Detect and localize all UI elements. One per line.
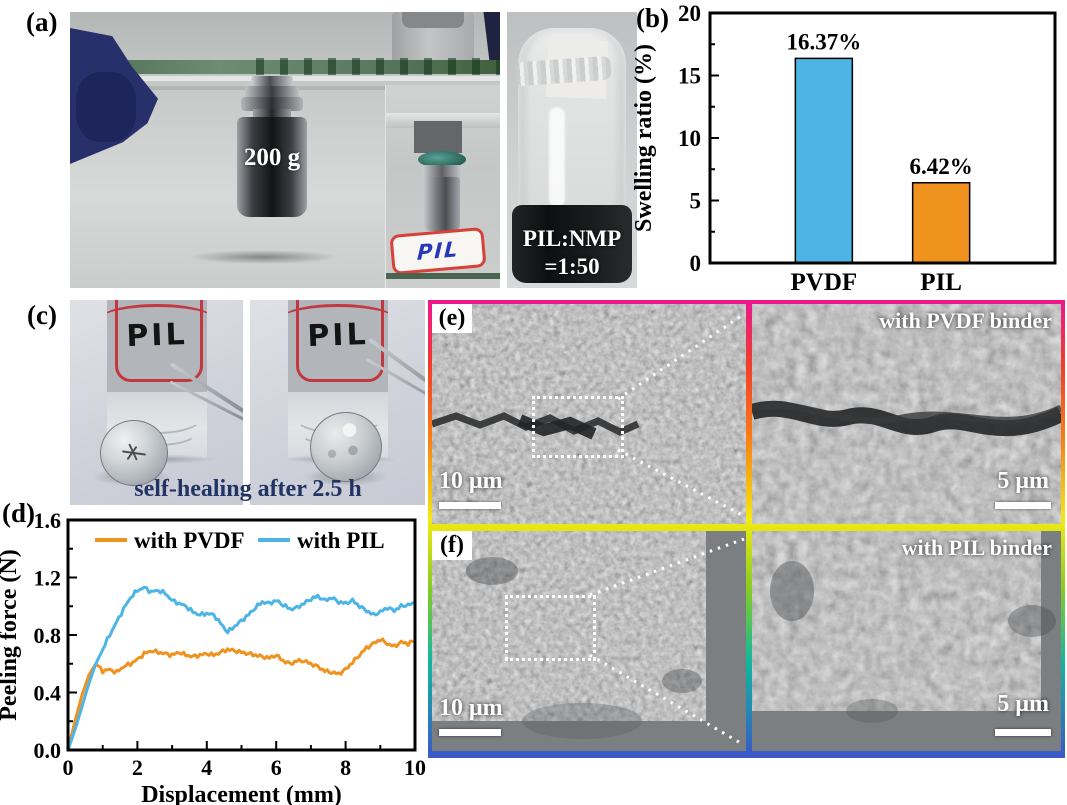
svg-text:6.42%: 6.42% [910,154,973,179]
electrode-disc-healed [310,412,382,482]
inset-sample-label-text: PIL [416,237,460,265]
vial-glass-sheen [549,107,565,207]
panel-a-label: (a) [26,7,58,37]
photo-adhesion-test: 200 g PIL [70,12,500,288]
weight-knob [245,86,299,98]
weight-shadow [188,250,338,264]
svg-text:5: 5 [690,189,702,214]
electrode-disc-scratched [100,420,168,486]
zoom-region-box [505,595,596,661]
inset-weight-knob [422,165,462,178]
vial-black-cap [512,205,632,283]
inset-photo-pil-weight: PIL [385,85,500,288]
sem-pvdf-high-mag: with PVDF binder 5 μm [752,304,1061,524]
svg-text:0.0: 0.0 [34,738,62,763]
scale-bar-label: 5 μm [997,691,1049,717]
svg-text:10: 10 [678,126,701,151]
scale-bar [439,729,501,736]
vial-ratio-line1: PIL:NMP [522,226,622,251]
svg-text:with PIL: with PIL [297,528,385,553]
svg-text:10: 10 [404,755,426,780]
scale-bar [995,502,1051,509]
bottle-label: PIL [288,300,388,392]
weight-neck [253,109,291,119]
vial-ratio-line2: =1:50 [544,254,600,279]
panel-f-label: (f) [432,531,472,560]
weight-knob [241,97,303,111]
panel-d-label: (d) [2,498,35,528]
inset-weight-body [424,177,460,231]
sem-overlay [466,537,745,747]
photo-inverted-vial: PIL:NMP =1:50 [507,12,637,288]
svg-text:2: 2 [132,755,143,780]
self-healing-caption: self-healing after 2.5 h [134,476,362,502]
weight-body [237,117,307,217]
weight-knob [251,76,293,87]
scale-bar-label: 5 μm [997,468,1049,494]
svg-text:0: 0 [63,755,74,780]
sem-pil-low-mag: (f) 10 μm [432,531,746,751]
label-red-line [288,304,388,337]
svg-text:0: 0 [690,251,702,276]
glove-shadow [76,72,136,142]
sem-crack-overlay [752,400,1061,437]
svg-text:8: 8 [340,755,351,780]
svg-text:Swelling ratio (%): Swelling ratio (%) [631,44,657,232]
bottle-label-text: PIL [125,316,189,355]
svg-text:PVDF: PVDF [791,269,858,295]
scale-bar-label: 10 μm [439,695,503,721]
scale-bar-label: 10 μm [439,468,503,494]
zoom-region-box [532,396,624,458]
svg-text:15: 15 [678,64,701,89]
label-red-line [107,304,207,337]
label-red-border [115,300,203,382]
panel-e-label: (e) [432,304,472,333]
svg-text:with PVDF: with PVDF [134,528,245,553]
peeling-force-line-chart: 0 2 4 6 8 10 0.0 0.4 0.8 1.2 1.6 Displacement (mm) P… [0,508,426,805]
scale-bar [995,729,1051,736]
svg-text:6: 6 [271,755,282,780]
svg-text:20: 20 [678,1,701,26]
weight-mass-text: 200 g [243,144,301,171]
panel-c-label: (c) [27,300,57,330]
background-jar-cap [402,12,464,28]
svg-text:16.37%: 16.37% [786,29,861,54]
sem-rainbow-frame: (e) 10 μm with PVDF binder 5 μm [428,300,1065,758]
svg-text:PIL: PIL [920,269,962,295]
scale-bar [439,502,501,509]
svg-text:1.6: 1.6 [34,508,62,533]
panel-b-label: (b) [636,3,669,33]
adhesive-blobs [240,58,500,75]
sem-overlay [770,561,1056,723]
photo-self-healing-before: PIL [70,300,243,505]
sem-pvdf-low-mag: (e) 10 μm [432,304,746,524]
sem-pil-high-mag: with PIL binder 5 μm [752,531,1061,751]
bottle-label-text: PIL [306,316,370,355]
label-red-border [296,300,384,382]
inset-pil-adhesive [418,151,466,168]
svg-text:1.2: 1.2 [34,566,62,591]
inset-slide-edge [386,273,500,279]
photo-self-healing-after: PIL [250,300,425,505]
swelling-ratio-bar-chart: 16.37% PVDF 6.42% PIL 0 5 10 15 20 Swelling ratio… [631,1,1057,295]
inset-sample-label: PIL [389,226,487,276]
svg-text:4: 4 [201,755,212,780]
svg-text:0.4: 0.4 [34,681,62,706]
svg-text:0.8: 0.8 [34,623,62,648]
svg-text:Peeling force (N): Peeling force (N) [0,549,22,720]
inset-clamp [414,121,462,153]
svg-text:Displacement (mm): Displacement (mm) [141,782,342,805]
binder-annotation: with PIL binder [901,535,1052,560]
binder-annotation: with PVDF binder [879,308,1052,333]
